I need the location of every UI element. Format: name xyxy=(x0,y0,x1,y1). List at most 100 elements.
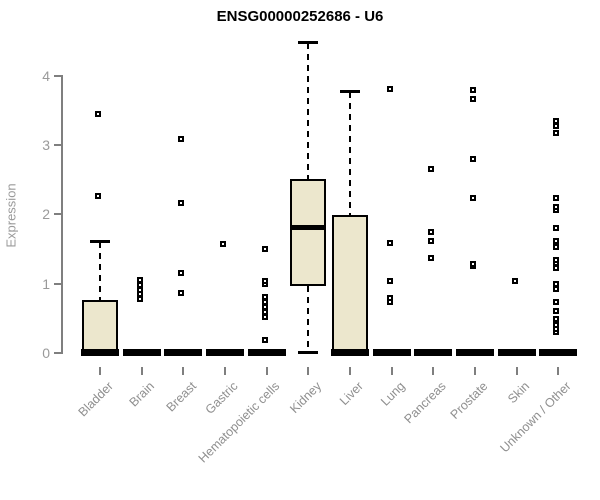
median-bar xyxy=(122,349,161,356)
x-axis-tick xyxy=(140,367,143,375)
outlier-point xyxy=(261,246,268,253)
outlier-point xyxy=(553,281,560,288)
box xyxy=(331,215,368,353)
outlier-point xyxy=(386,85,393,92)
outlier-point xyxy=(469,96,476,103)
outlier-point xyxy=(178,135,185,142)
outlier-point xyxy=(261,277,268,284)
outlier-point xyxy=(428,166,435,173)
x-tick-label: Breast xyxy=(163,379,200,415)
median-bar xyxy=(330,349,369,356)
outlier-point xyxy=(178,269,185,276)
box xyxy=(290,179,327,287)
median-bar xyxy=(372,349,411,356)
median-bar xyxy=(81,349,119,356)
outlier-point xyxy=(261,336,268,343)
x-axis-tick xyxy=(473,367,476,375)
median-line xyxy=(290,224,327,230)
outlier-point xyxy=(219,241,226,248)
y-axis-tick xyxy=(54,282,61,285)
outlier-point xyxy=(553,316,560,323)
box xyxy=(82,300,118,353)
y-tick-label: 4 xyxy=(42,67,50,84)
upper-whisker xyxy=(348,91,351,216)
x-tick-label: Gastric xyxy=(202,379,241,417)
x-axis-tick xyxy=(515,367,518,375)
upper-whisker-cap xyxy=(298,40,319,44)
outlier-point xyxy=(553,225,560,232)
outlier-point xyxy=(553,308,560,315)
x-tick-label: Prostate xyxy=(447,379,491,422)
y-axis-tick xyxy=(54,213,61,216)
outlier-point xyxy=(553,298,560,305)
y-axis-label: Expression xyxy=(3,183,19,248)
x-axis-tick xyxy=(390,367,393,375)
outlier-point xyxy=(178,289,185,296)
x-axis-tick xyxy=(265,367,268,375)
x-tick-label: Kidney xyxy=(287,379,325,416)
outlier-point xyxy=(469,155,476,162)
x-tick-label: Liver xyxy=(336,379,366,409)
upper-whisker xyxy=(307,42,310,180)
lower-whisker xyxy=(307,286,310,352)
upper-whisker xyxy=(99,242,101,301)
outlier-point xyxy=(553,237,560,244)
chart-title: ENSG00000252686 - U6 xyxy=(216,8,384,25)
outlier-point xyxy=(261,293,268,300)
outlier-point xyxy=(553,129,560,136)
x-tick-label: Brain xyxy=(127,379,158,410)
median-bar xyxy=(205,349,244,356)
median-bar xyxy=(455,349,494,356)
upper-whisker-cap xyxy=(90,240,110,244)
outlier-point xyxy=(386,294,393,301)
outlier-point xyxy=(386,277,393,284)
outlier-point xyxy=(261,304,268,311)
x-axis-tick xyxy=(557,367,560,375)
outlier-point xyxy=(511,277,518,284)
x-axis-tick xyxy=(99,367,101,375)
y-tick-label: 3 xyxy=(42,137,50,154)
x-axis-tick xyxy=(223,367,226,375)
lower-whisker-cap xyxy=(298,350,319,354)
outlier-point xyxy=(428,255,435,262)
outlier-point xyxy=(553,322,560,329)
median-bar xyxy=(164,349,203,356)
outlier-point xyxy=(553,117,560,124)
outlier-point xyxy=(178,199,185,206)
x-axis-tick xyxy=(307,367,310,375)
x-tick-label: Hematopoietic cells xyxy=(195,379,283,466)
x-tick-label: Pancreas xyxy=(401,379,450,427)
median-bar xyxy=(539,349,578,356)
outlier-point xyxy=(95,192,101,199)
outlier-point xyxy=(428,237,435,244)
y-axis-tick xyxy=(54,74,61,77)
outlier-point xyxy=(469,194,476,201)
outlier-point xyxy=(469,87,476,94)
outlier-point xyxy=(553,204,560,211)
outlier-point xyxy=(553,257,560,264)
outlier-point xyxy=(428,229,435,236)
median-bar xyxy=(247,349,286,356)
outlier-point xyxy=(136,277,143,284)
upper-whisker-cap xyxy=(339,89,360,93)
outlier-point xyxy=(553,243,560,250)
y-axis-tick xyxy=(54,352,61,354)
y-tick-label: 0 xyxy=(42,345,50,361)
x-axis-tick xyxy=(348,367,351,375)
x-tick-label: Bladder xyxy=(75,379,116,420)
median-bar xyxy=(497,349,536,356)
x-axis-tick xyxy=(432,367,435,375)
x-axis-tick xyxy=(182,367,185,375)
outlier-point xyxy=(95,110,101,117)
y-tick-label: 1 xyxy=(42,275,50,292)
outlier-point xyxy=(386,239,393,246)
x-tick-label: Skin xyxy=(505,379,533,407)
y-tick-label: 2 xyxy=(42,206,50,223)
y-axis-line xyxy=(61,74,63,354)
y-axis-tick xyxy=(54,144,61,147)
outlier-point xyxy=(553,195,560,202)
outlier-point xyxy=(469,260,476,267)
median-bar xyxy=(414,349,453,356)
x-tick-label: Lung xyxy=(377,379,408,409)
